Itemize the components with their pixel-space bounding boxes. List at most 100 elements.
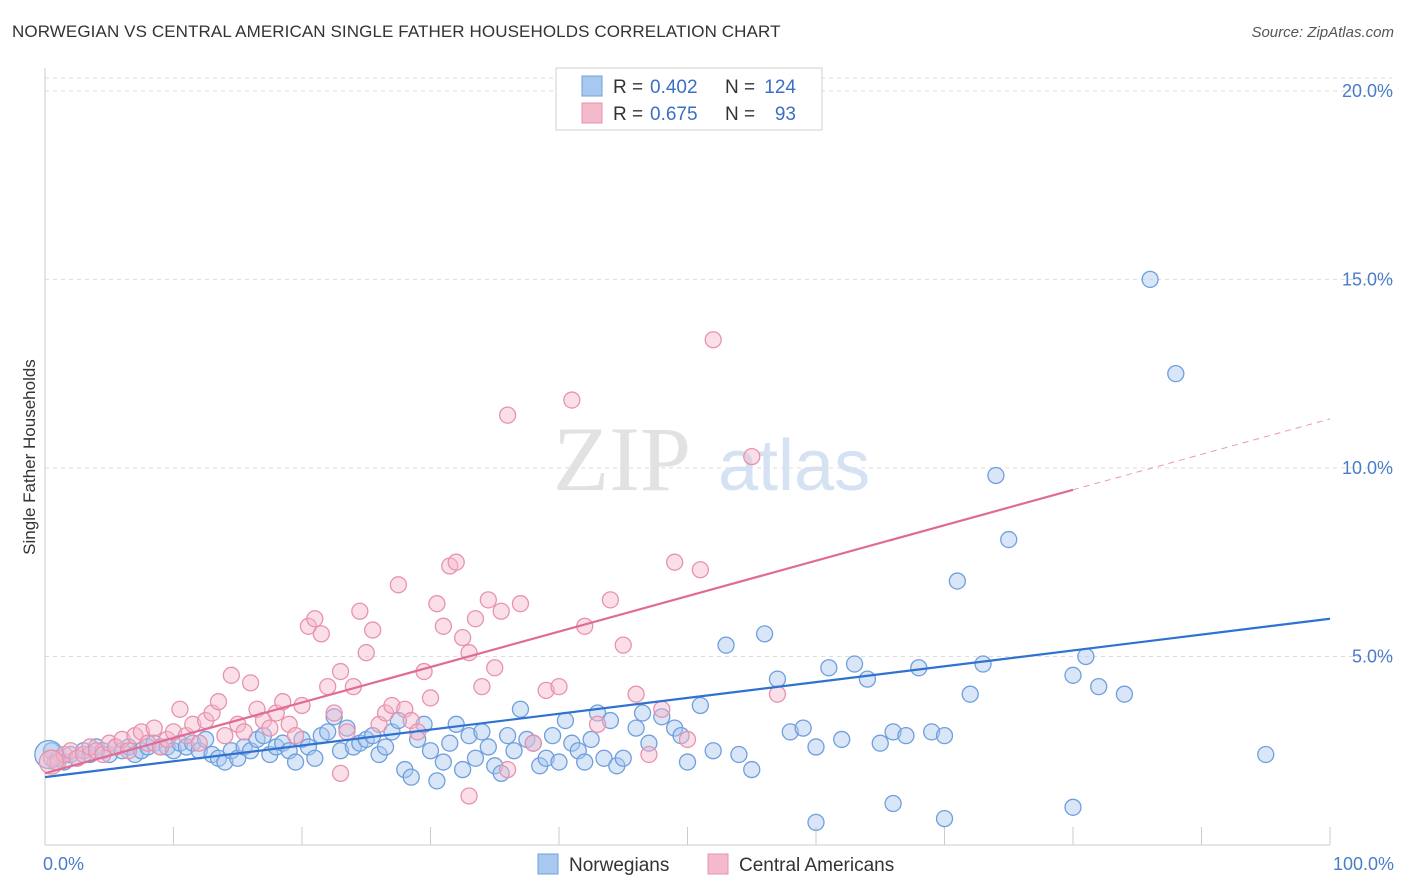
central-americans-point-42	[312, 625, 330, 643]
central-americans-point-91	[460, 787, 478, 805]
central-americans-point-80	[614, 636, 632, 654]
central-americans-point-81	[627, 685, 645, 703]
central-americans-point-23	[190, 734, 208, 752]
watermark: ZIP atlas	[553, 408, 870, 510]
norwegians-point-39	[286, 753, 305, 771]
central-americans-point-30	[235, 723, 253, 741]
legend-n-value-2: 93	[775, 104, 796, 125]
norwegians-point-121	[987, 466, 1005, 485]
norwegians-point-102	[743, 760, 761, 779]
central-americans-point-68	[479, 591, 497, 609]
norwegians-points	[34, 270, 1275, 832]
norwegians-point-90	[614, 749, 632, 767]
norwegians-point-103	[755, 625, 774, 643]
norwegians-point-98	[691, 696, 709, 715]
central-americans-point-20	[171, 700, 189, 718]
legend-swatch-norwegians	[581, 75, 603, 97]
central-americans-point-82	[640, 745, 658, 764]
norwegians-point-74	[511, 700, 530, 718]
x-tick-label-min: 0.0%	[43, 854, 84, 874]
legend-r-label-1: R =	[613, 77, 643, 98]
central-americans-point-76	[563, 391, 581, 409]
norwegians-point-131	[884, 794, 902, 813]
central-americans-point-71	[498, 406, 517, 424]
norwegians-point-cluster	[34, 739, 64, 770]
central-americans-point-38	[286, 726, 305, 745]
norwegians-point-110	[845, 655, 864, 673]
norwegians-point-62	[434, 753, 453, 771]
central-americans-point-75	[550, 677, 568, 696]
norwegians-point-109	[833, 730, 851, 749]
norwegians-point-57	[402, 768, 420, 786]
norwegians-point-65	[453, 760, 472, 779]
norwegians-point-107	[807, 738, 825, 756]
central-americans-point-54	[389, 576, 408, 594]
norwegians-point-113	[884, 723, 902, 741]
central-americans-point-88	[743, 447, 761, 466]
norwegians-point-72	[498, 726, 517, 745]
norwegians-point-66	[460, 726, 478, 745]
norwegians-point-64	[447, 715, 465, 733]
norwegians-point-44	[319, 723, 337, 741]
central-americans-point-85	[678, 730, 697, 749]
chart-title: NORWEGIAN VS CENTRAL AMERICAN SINGLE FAT…	[12, 22, 781, 41]
bottom-legend-central-americans: Central Americans	[739, 855, 894, 876]
norwegians-point-116	[923, 723, 941, 741]
norwegians-point-124	[1077, 647, 1095, 666]
legend-swatch-central-americans	[581, 102, 603, 124]
trend-lines	[44, 418, 1331, 779]
central-americans-trend-extension	[1072, 418, 1331, 491]
central-americans-point-61	[434, 617, 453, 635]
norwegians-point-78	[537, 749, 555, 767]
watermark-zip: ZIP	[553, 408, 691, 510]
norwegians-point-73	[505, 742, 523, 760]
central-americans-point-63	[447, 553, 465, 571]
central-americans-point-78	[588, 715, 607, 733]
central-americans-point-16	[145, 719, 163, 737]
central-americans-point-64	[453, 628, 472, 647]
norwegians-point-42	[306, 749, 324, 767]
norwegians-point-61	[428, 772, 446, 790]
legend-r-value-2: 0.675	[650, 104, 698, 125]
norwegians-point-47	[338, 719, 356, 737]
central-americans-point-26	[209, 693, 228, 711]
central-americans-point-45	[331, 662, 350, 681]
norwegians-point-133	[1064, 798, 1082, 816]
norwegians-point-81	[556, 711, 575, 730]
norwegians-point-106	[794, 719, 812, 737]
central-americans-point-66	[466, 610, 485, 628]
norwegians-point-132	[935, 809, 954, 828]
legend-n-label-2: N =	[725, 104, 755, 125]
axes	[44, 68, 1331, 846]
norwegians-point-130	[807, 813, 825, 832]
norwegians-point-84	[576, 753, 594, 771]
norwegians-point-123	[1064, 666, 1082, 684]
norwegians-point-88	[601, 711, 620, 730]
central-americans-point-72	[511, 595, 530, 613]
norwegians-point-87	[595, 749, 613, 767]
bottom-legend-norwegians: Norwegians	[569, 855, 669, 876]
norwegians-point-111	[858, 670, 877, 688]
norwegians-point-67	[466, 749, 485, 767]
norwegians-point-80	[550, 753, 568, 771]
legend-n-value-1: 124	[764, 77, 796, 98]
y-tick-label-5: 5.0%	[1352, 646, 1393, 666]
norwegians-point-99	[704, 742, 722, 760]
norwegians-point-68	[473, 723, 491, 741]
legend-r-value-1: 0.402	[650, 77, 698, 98]
central-americans-point-49	[357, 644, 375, 662]
central-americans-point-27	[216, 726, 234, 745]
norwegians-point-114	[897, 726, 915, 745]
norwegians-point-104	[768, 670, 787, 688]
central-americans-point-41	[306, 610, 324, 628]
central-americans-point-44	[325, 704, 343, 722]
norwegians-point-85	[582, 730, 600, 749]
norwegians-point-112	[871, 734, 889, 752]
legend-r-label-2: R =	[613, 104, 643, 125]
source-credit: Source: ZipAtlas.com	[1251, 24, 1394, 41]
central-americans-point-34	[261, 719, 279, 737]
norwegians-point-97	[678, 753, 697, 771]
norwegians-point-120	[974, 655, 992, 673]
norwegians-point-46	[331, 742, 350, 760]
norwegians-point-119	[961, 685, 979, 703]
